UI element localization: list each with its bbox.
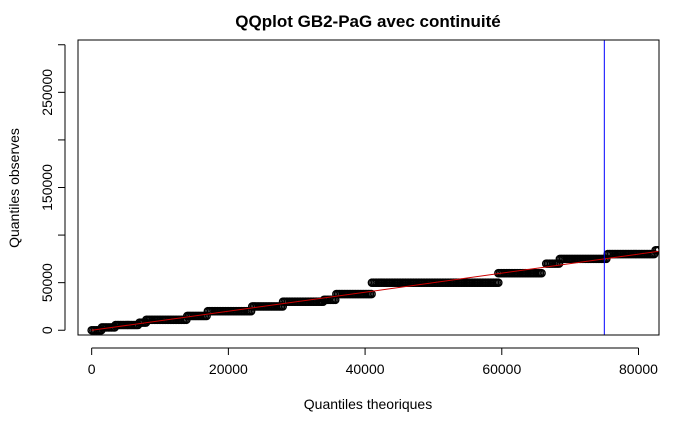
reference-line (91, 250, 659, 331)
y-tick-label: 0 (39, 326, 55, 334)
point-step-11 (367, 278, 503, 287)
point-step-7 (247, 302, 288, 311)
y-tick-label: 50000 (39, 263, 55, 302)
y-tick-label: 250000 (39, 69, 55, 116)
chart-title: QQplot GB2-PaG avec continuité (235, 12, 500, 31)
point-step-8 (278, 297, 328, 306)
x-axis-label: Quantiles theoriques (304, 396, 432, 412)
x-tick-label: 0 (88, 361, 96, 377)
point-step-6 (203, 306, 256, 316)
point-step-16 (651, 246, 659, 255)
plot-area (87, 40, 659, 335)
point-step-14 (555, 254, 611, 264)
y-tick-label: 150000 (39, 164, 55, 211)
plot-frame (77, 39, 660, 336)
y-axis: 0 50000 150000 250000 (39, 44, 66, 334)
data-point (537, 268, 546, 278)
data-point (367, 289, 376, 299)
x-tick-label: 40000 (346, 361, 385, 377)
x-tick-label: 60000 (482, 361, 521, 377)
point-step-9 (319, 295, 340, 305)
data-point (494, 278, 503, 287)
point-step-15 (603, 249, 659, 259)
x-tick-label: 80000 (619, 361, 658, 377)
y-axis-label: Quantiles observes (6, 128, 22, 248)
x-axis: 0 20000 40000 60000 80000 (88, 347, 658, 377)
x-tick-label: 20000 (209, 361, 248, 377)
